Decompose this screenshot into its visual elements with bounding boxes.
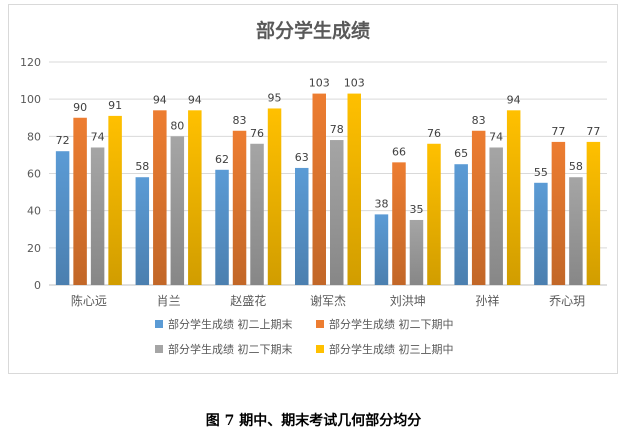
bar bbox=[312, 93, 326, 285]
data-label: 80 bbox=[170, 119, 184, 132]
bar bbox=[295, 167, 309, 285]
data-label: 63 bbox=[295, 151, 309, 164]
data-label: 83 bbox=[233, 114, 247, 127]
legend-swatch bbox=[316, 320, 324, 328]
x-tick-label: 孙祥 bbox=[475, 294, 499, 308]
y-tick-label: 40 bbox=[27, 205, 41, 218]
bar bbox=[250, 143, 264, 285]
bar bbox=[108, 115, 122, 286]
bar bbox=[232, 130, 247, 285]
data-label: 62 bbox=[215, 153, 229, 166]
data-label: 74 bbox=[91, 130, 105, 143]
bar bbox=[454, 164, 468, 285]
data-label: 95 bbox=[268, 91, 282, 104]
x-tick-label: 乔心玥 bbox=[549, 294, 585, 308]
data-label: 94 bbox=[507, 93, 521, 106]
y-tick-label: 0 bbox=[34, 279, 41, 292]
legend-item: 部分学生成绩 初二下期末 bbox=[155, 342, 293, 356]
bar bbox=[489, 147, 503, 285]
bar bbox=[90, 147, 105, 285]
data-label: 58 bbox=[135, 160, 149, 173]
bar bbox=[586, 141, 601, 285]
y-tick-label: 120 bbox=[20, 56, 41, 69]
chart-title: 部分学生成绩 bbox=[256, 19, 370, 42]
data-label: 55 bbox=[534, 166, 548, 179]
bar bbox=[153, 110, 167, 285]
x-tick-label: 刘洪坤 bbox=[390, 293, 426, 308]
data-label: 90 bbox=[73, 101, 87, 114]
data-label: 103 bbox=[309, 77, 330, 90]
bar bbox=[55, 151, 70, 285]
y-tick-label: 100 bbox=[20, 93, 41, 106]
data-label: 66 bbox=[392, 145, 406, 158]
bar bbox=[330, 140, 344, 285]
data-label: 76 bbox=[250, 127, 264, 140]
x-tick-label: 陈心远 bbox=[71, 293, 107, 308]
y-axis: 0 20 40 60 80 100 120 bbox=[20, 56, 41, 292]
bar bbox=[427, 143, 441, 285]
legend-label: 部分学生成绩 初二下期末 bbox=[168, 342, 293, 356]
bar bbox=[409, 219, 424, 285]
y-tick-label: 20 bbox=[27, 242, 41, 255]
bar bbox=[188, 110, 202, 285]
legend-item: 部分学生成绩 初三上期中 bbox=[316, 342, 454, 356]
x-tick-label: 肖兰 bbox=[157, 294, 181, 308]
bars bbox=[55, 93, 601, 286]
legend-label: 部分学生成绩 初二上期末 bbox=[168, 317, 293, 331]
y-tick-label: 60 bbox=[27, 168, 41, 181]
data-label: 78 bbox=[330, 123, 344, 136]
bar bbox=[347, 93, 361, 285]
data-labels: 7290749158948094628376956310378103386635… bbox=[56, 77, 601, 216]
bar bbox=[135, 177, 150, 285]
legend-item: 部分学生成绩 初二下期中 bbox=[316, 317, 454, 331]
bar bbox=[506, 110, 521, 285]
bar bbox=[215, 169, 229, 285]
data-label: 72 bbox=[56, 134, 70, 147]
x-tick-label: 谢军杰 bbox=[310, 293, 346, 308]
bar bbox=[471, 130, 486, 285]
bar bbox=[170, 136, 185, 285]
bar bbox=[534, 182, 548, 285]
bar bbox=[267, 108, 282, 285]
data-label: 77 bbox=[586, 125, 600, 138]
data-label: 35 bbox=[409, 203, 423, 216]
data-label: 94 bbox=[153, 93, 167, 106]
bar bbox=[569, 177, 583, 285]
data-label: 94 bbox=[188, 93, 202, 106]
x-axis: 陈心远 肖兰 赵盛花 谢军杰 刘洪坤 孙祥 乔心玥 bbox=[71, 293, 585, 308]
data-label: 58 bbox=[569, 160, 583, 173]
bar bbox=[374, 214, 389, 285]
y-tick-label: 80 bbox=[27, 130, 41, 143]
data-label: 76 bbox=[427, 127, 441, 140]
bar bbox=[73, 117, 87, 285]
data-label: 74 bbox=[489, 130, 503, 143]
legend-label: 部分学生成绩 初二下期中 bbox=[329, 317, 454, 331]
data-label: 77 bbox=[551, 125, 565, 138]
legend-item: 部分学生成绩 初二上期末 bbox=[155, 317, 293, 331]
bar bbox=[392, 162, 406, 285]
legend-swatch bbox=[155, 320, 163, 328]
bar bbox=[551, 141, 566, 285]
data-label: 65 bbox=[454, 147, 468, 160]
data-label: 103 bbox=[344, 77, 365, 90]
chart-frame: 部分学生成绩 0 20 40 60 80 100 120 72 90 74 91 58 94 80 94 6… bbox=[8, 4, 618, 374]
legend-label: 部分学生成绩 初三上期中 bbox=[329, 342, 454, 356]
x-tick-label: 赵盛花 bbox=[230, 293, 266, 308]
legend-swatch bbox=[155, 345, 163, 353]
data-label: 91 bbox=[108, 99, 122, 112]
data-label: 38 bbox=[374, 197, 388, 210]
legend-swatch bbox=[316, 345, 324, 353]
gridlines bbox=[49, 61, 607, 286]
figure-caption: 图 7 期中、期末考试几何部分均分 bbox=[205, 413, 422, 429]
data-label: 83 bbox=[472, 114, 486, 127]
